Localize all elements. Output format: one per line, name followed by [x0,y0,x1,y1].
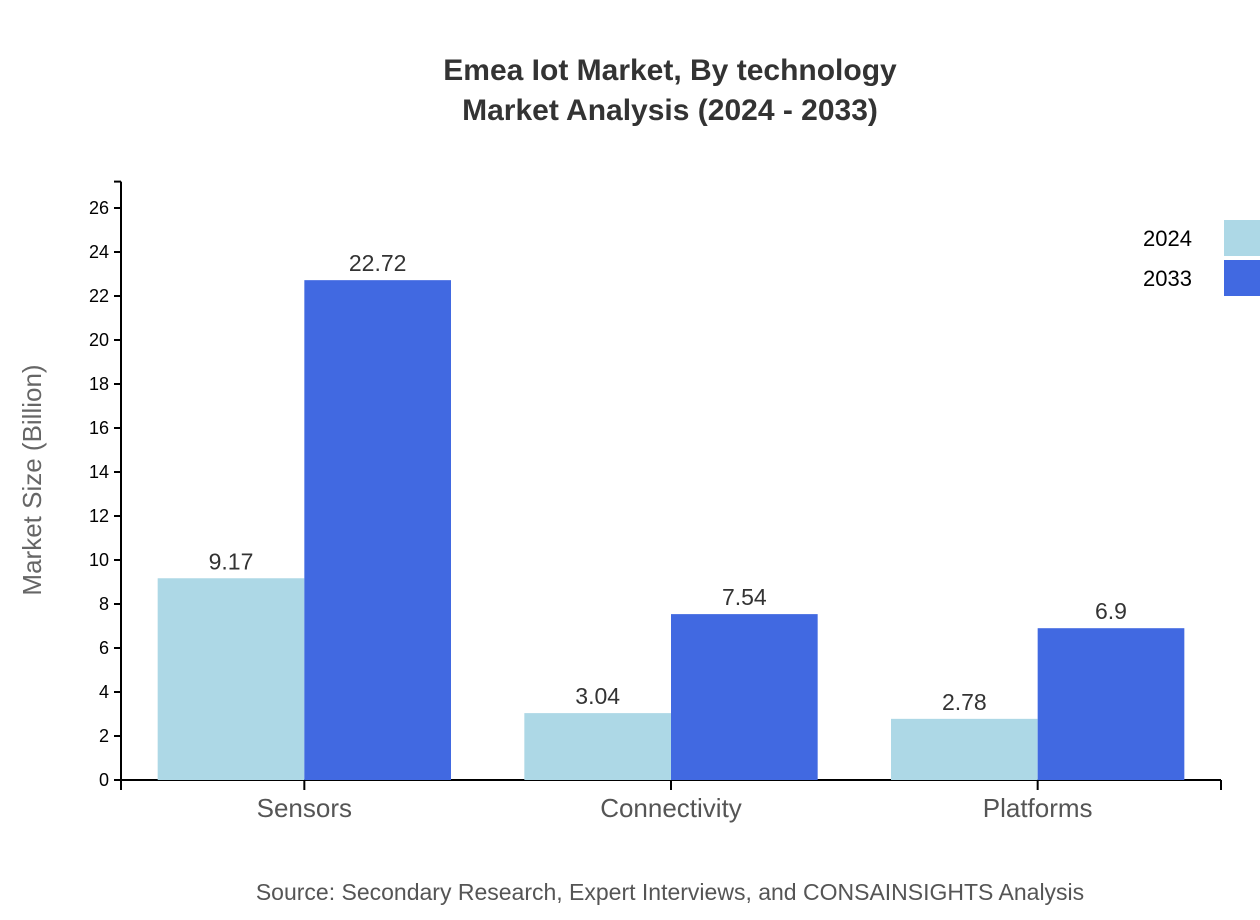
legend-swatch-2024 [1224,220,1260,256]
y-tick-label: 26 [89,198,109,218]
bar-connectivity-2033 [671,614,818,780]
bar-platforms-2024 [891,718,1038,780]
bar-sensors-2024 [157,578,305,780]
bar-platforms-2033 [1037,628,1185,780]
y-tick-label: 10 [89,550,109,570]
y-tick-label: 18 [89,374,109,394]
legend-label-2033: 2033 [1143,266,1192,291]
legend-swatch-2033 [1224,260,1260,296]
y-tick-label: 2 [99,726,109,746]
source-note: Source: Secondary Research, Expert Inter… [256,879,1084,905]
y-axis-label: Market Size (Billion) [17,364,47,595]
y-tick-label: 0 [99,770,109,790]
plot-area: 02468101214161820222426Sensors9.1722.72C… [89,180,1222,823]
data-label-sensors-2024: 9.17 [209,548,254,574]
chart-title-line-2: Market Analysis (2024 - 2033) [462,94,878,127]
x-tick-label-connectivity: Connectivity [600,793,742,823]
chart-title-line-1: Emea Iot Market, By technology [443,54,897,87]
data-label-connectivity-2033: 7.54 [722,584,767,610]
bar-sensors-2033 [304,280,451,780]
data-label-platforms-2024: 2.78 [942,689,987,715]
y-tick-label: 4 [99,682,109,702]
data-label-platforms-2033: 6.9 [1095,598,1127,624]
bar-connectivity-2024 [524,713,671,780]
y-tick-label: 8 [99,594,109,614]
y-tick-label: 14 [89,462,109,482]
y-tick-label: 20 [89,330,109,350]
x-tick-label-platforms: Platforms [983,793,1093,823]
x-tick-label-sensors: Sensors [257,793,352,823]
legend-label-2024: 2024 [1143,226,1192,251]
y-tick-label: 6 [99,638,109,658]
legend: 2024 2033 [1143,220,1260,296]
y-tick-label: 16 [89,418,109,438]
y-tick-label: 22 [89,286,109,306]
y-tick-label: 12 [89,506,109,526]
y-tick-label: 24 [89,242,109,262]
data-label-sensors-2033: 22.72 [349,250,407,276]
data-label-connectivity-2024: 3.04 [575,683,620,709]
